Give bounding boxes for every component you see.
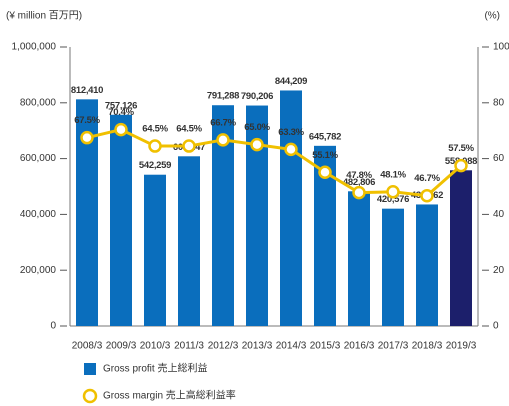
line-marker (216, 133, 230, 147)
x-tick-label: 2013/3 (242, 341, 273, 352)
bar (246, 105, 268, 326)
bar (348, 191, 370, 326)
line-marker (250, 137, 264, 152)
line-value-label: 67.5% (74, 115, 100, 126)
y2-tick-label: 100 (493, 42, 509, 53)
bar (76, 99, 98, 326)
line-value-label: 57.5% (448, 143, 474, 154)
y-tick-label: 200,000 (20, 265, 57, 276)
bar-value-label: 844,209 (275, 76, 307, 87)
y-axis-label: (¥ million 百万円) (6, 10, 82, 22)
x-tick-label: 2019/3 (446, 341, 477, 352)
y2-tick-label: 0 (493, 321, 499, 332)
y2-tick-label: 60 (493, 153, 505, 164)
y2-axis-label: (%) (484, 11, 500, 22)
y-tick-label: 0 (50, 321, 56, 332)
line-value-label: 70.4% (108, 107, 134, 118)
line-value-label: 64.5% (142, 124, 168, 135)
x-tick-label: 2014/3 (276, 341, 307, 352)
bar (416, 204, 438, 326)
bar-value-label: 482,806 (343, 177, 375, 188)
legend-label: Gross profit 売上総利益 (103, 362, 207, 375)
line-value-label: 47.8% (346, 170, 372, 181)
bar-value-label: 420,576 (377, 194, 409, 205)
line-marker (182, 139, 196, 153)
line-marker (148, 139, 162, 153)
y2-tick-label: 40 (493, 209, 505, 220)
line-marker (284, 142, 298, 157)
y-tick-label: 600,000 (20, 153, 57, 164)
x-tick-label: 2016/3 (344, 341, 375, 352)
line-marker (318, 165, 332, 180)
line-marker (420, 188, 434, 203)
x-tick-label: 2017/3 (378, 341, 409, 352)
bar (110, 114, 132, 327)
line-value-label: 55.1% (312, 150, 338, 161)
line-value-label: 64.5% (176, 124, 202, 135)
bar-value-label: 645,782 (309, 131, 341, 142)
bar (280, 90, 302, 326)
line-marker (352, 185, 366, 200)
y2-tick-label: 80 (493, 97, 505, 108)
x-tick-label: 2009/3 (106, 341, 137, 352)
line-value-label: 46.7% (414, 173, 440, 184)
bar-value-label: 791,288 (207, 91, 239, 102)
bar (212, 105, 234, 326)
bar (178, 156, 200, 326)
line-value-label: 66.7% (210, 117, 236, 128)
y-tick-label: 1,000,000 (12, 42, 57, 53)
line-marker (386, 185, 400, 199)
bar-value-label: 790,206 (241, 91, 273, 102)
bar-value-label: 542,259 (139, 160, 171, 171)
x-tick-label: 2018/3 (412, 341, 443, 352)
y-tick-label: 800,000 (20, 97, 57, 108)
legend-swatch (82, 388, 98, 404)
legend-label: Gross margin 売上高総利益率 (103, 389, 236, 402)
x-tick-label: 2008/3 (72, 341, 103, 352)
line-value-label: 48.1% (380, 169, 406, 180)
bar (450, 170, 472, 326)
x-tick-label: 2011/3 (174, 341, 204, 352)
bar-value-label: 812,410 (71, 85, 103, 96)
line-marker (114, 122, 128, 137)
bar (144, 174, 166, 326)
legend-swatch (84, 363, 96, 375)
bar-value-label: 757,126 (105, 100, 137, 111)
x-tick-label: 2012/3 (208, 341, 239, 352)
y2-tick-label: 20 (493, 265, 505, 276)
bar (314, 145, 336, 326)
line-marker (80, 130, 94, 145)
x-tick-label: 2010/3 (140, 341, 171, 352)
line-value-label: 63.3% (278, 127, 304, 138)
line-marker (454, 158, 468, 173)
bar (382, 208, 404, 326)
line-value-label: 65.0% (244, 122, 270, 133)
x-tick-label: 2015/3 (310, 341, 341, 352)
y-tick-label: 400,000 (20, 209, 57, 220)
